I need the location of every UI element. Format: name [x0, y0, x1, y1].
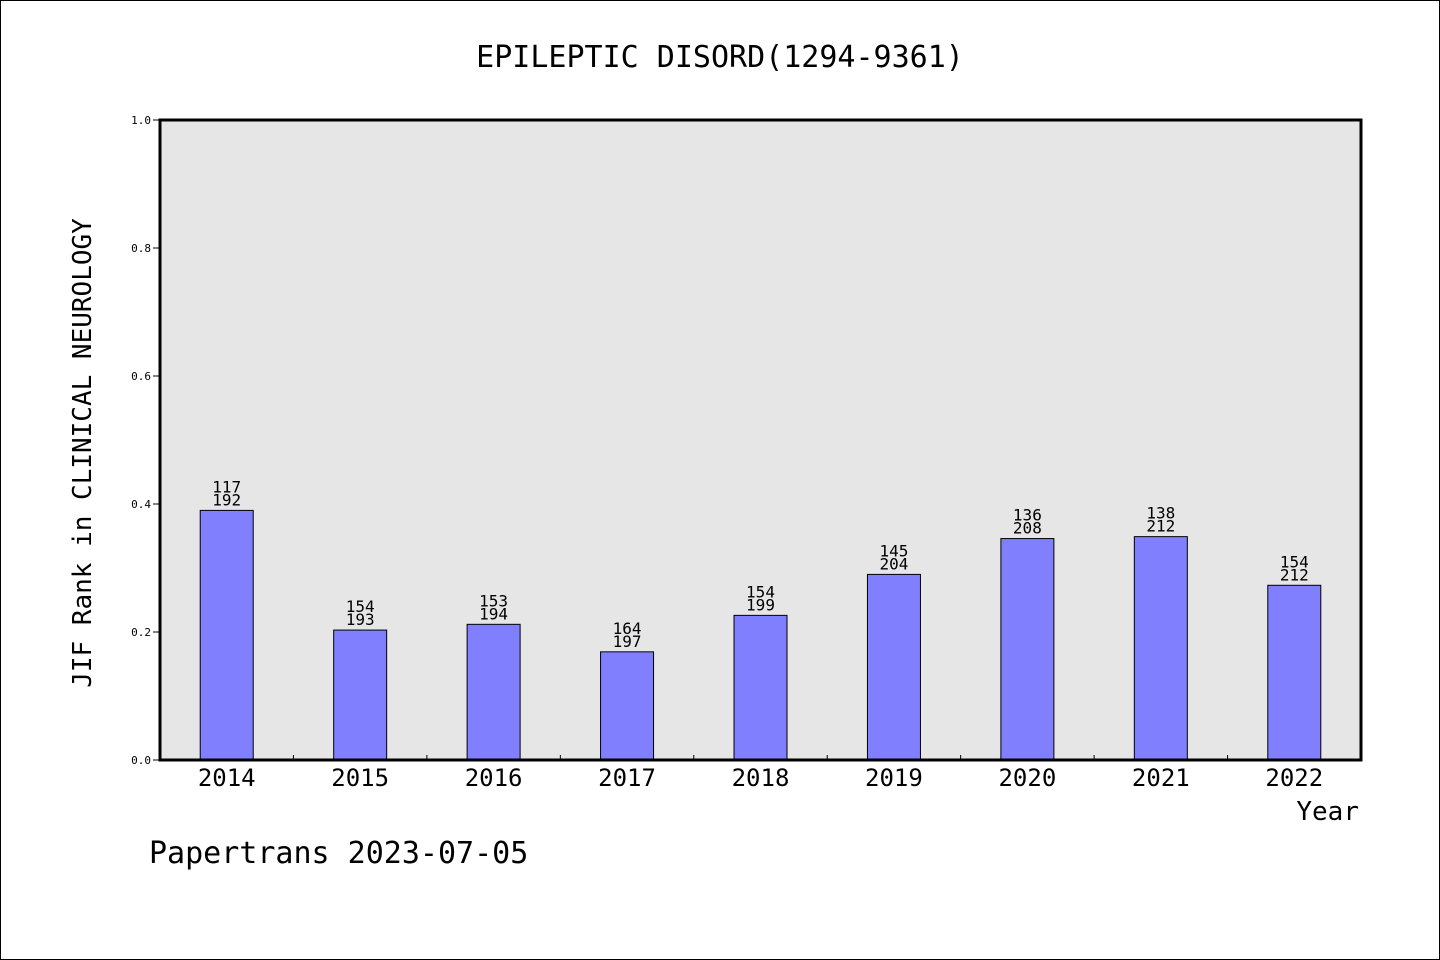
y-axis-label: JIF Rank in CLINICAL NEUROLOGY — [68, 218, 98, 688]
x-tick-label: 2017 — [598, 764, 656, 792]
bar — [466, 623, 521, 761]
y-tick-label: 1.0 — [131, 114, 151, 127]
bar-rank-label: 154 — [746, 582, 775, 601]
x-tick-label: 2014 — [198, 764, 256, 792]
bars: 1171921541931531941641971541991452041362… — [199, 477, 1322, 761]
y-tick-label: 0.4 — [131, 498, 151, 511]
bar-rank-label: 153 — [479, 591, 508, 610]
bar-total-label: 192 — [212, 490, 241, 509]
watermark: Papertrans 2023-07-05 — [149, 836, 528, 871]
bar-total-label: 199 — [746, 595, 775, 614]
bar-total-label: 197 — [613, 632, 642, 651]
x-tick-label: 2016 — [465, 764, 523, 792]
bar — [733, 614, 788, 761]
bar — [600, 651, 655, 761]
bar-rank-label: 145 — [879, 541, 908, 560]
bar — [1133, 536, 1188, 761]
x-tick-label: 2021 — [1132, 764, 1190, 792]
y-axis: 0.0 0.2 0.4 0.6 0.8 1.0 — [131, 114, 160, 767]
bar — [199, 509, 254, 761]
y-tick-label: 0.0 — [131, 754, 151, 767]
x-tick-label: 2020 — [998, 764, 1056, 792]
bar-rank-label: 154 — [346, 597, 375, 616]
x-tick-label: 2015 — [331, 764, 389, 792]
x-tick-label: 2019 — [865, 764, 923, 792]
x-axis: 2014 2015 2016 2017 2018 2019 2020 2021 2022 — [198, 755, 1323, 792]
bar-total-label: 212 — [1146, 517, 1175, 536]
bar-total-label: 212 — [1280, 565, 1309, 584]
plot-frame — [158, 118, 1363, 762]
bar-rank-label: 136 — [1013, 506, 1042, 525]
bar — [866, 573, 921, 761]
x-tick-label: 2022 — [1265, 764, 1323, 792]
bar — [333, 629, 388, 761]
x-axis-label: Year — [1296, 797, 1359, 827]
bar-rank-label: 117 — [212, 477, 241, 496]
bar-total-label: 204 — [879, 554, 908, 573]
y-tick-label: 0.8 — [131, 242, 151, 255]
bar-total-label: 194 — [479, 604, 508, 623]
bar-rank-label: 164 — [613, 619, 642, 638]
x-tick-label: 2018 — [732, 764, 790, 792]
y-tick-label: 0.6 — [131, 370, 151, 383]
y-tick-label: 0.2 — [131, 626, 151, 639]
bar — [1267, 584, 1322, 761]
bar-total-label: 193 — [346, 610, 375, 629]
bar-rank-label: 154 — [1280, 552, 1309, 571]
bar-rank-label: 138 — [1146, 504, 1175, 523]
bar-total-label: 208 — [1013, 519, 1042, 538]
chart-title: EPILEPTIC DISORD(1294-9361) — [476, 40, 964, 75]
bar — [1000, 538, 1055, 761]
